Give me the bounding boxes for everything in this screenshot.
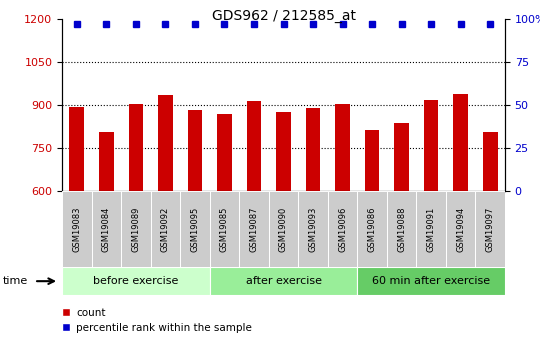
Text: GSM19087: GSM19087 bbox=[249, 207, 259, 252]
Text: GSM19092: GSM19092 bbox=[161, 207, 170, 252]
Bar bbox=[158, 95, 173, 191]
Text: GSM19090: GSM19090 bbox=[279, 207, 288, 252]
Bar bbox=[210, 267, 357, 295]
Legend: count, percentile rank within the sample: count, percentile rank within the sample bbox=[57, 304, 256, 337]
Bar bbox=[92, 191, 121, 267]
Bar bbox=[121, 191, 151, 267]
Bar bbox=[306, 108, 320, 191]
Bar bbox=[453, 94, 468, 191]
Text: GDS962 / 212585_at: GDS962 / 212585_at bbox=[212, 9, 355, 23]
Bar bbox=[394, 123, 409, 191]
Text: GSM19097: GSM19097 bbox=[485, 207, 495, 252]
Bar bbox=[187, 110, 202, 191]
Text: GSM19094: GSM19094 bbox=[456, 207, 465, 252]
Text: GSM19093: GSM19093 bbox=[308, 207, 318, 252]
Bar bbox=[62, 191, 92, 267]
Bar bbox=[70, 107, 84, 191]
Bar bbox=[424, 100, 438, 191]
Text: GSM19089: GSM19089 bbox=[131, 207, 140, 252]
Bar bbox=[357, 191, 387, 267]
Bar bbox=[364, 130, 380, 191]
Bar bbox=[357, 267, 505, 295]
Bar bbox=[217, 114, 232, 191]
Text: after exercise: after exercise bbox=[246, 276, 321, 286]
Bar bbox=[446, 191, 475, 267]
Bar bbox=[129, 104, 143, 191]
Bar bbox=[269, 191, 298, 267]
Text: 60 min after exercise: 60 min after exercise bbox=[372, 276, 490, 286]
Bar bbox=[387, 191, 416, 267]
Bar bbox=[328, 191, 357, 267]
Text: GSM19091: GSM19091 bbox=[427, 207, 436, 252]
Text: time: time bbox=[3, 276, 28, 286]
Text: GSM19096: GSM19096 bbox=[338, 207, 347, 252]
Bar bbox=[298, 191, 328, 267]
Text: GSM19083: GSM19083 bbox=[72, 207, 82, 252]
Bar bbox=[416, 191, 446, 267]
Bar bbox=[483, 132, 497, 191]
Bar bbox=[151, 191, 180, 267]
Bar bbox=[180, 191, 210, 267]
Bar bbox=[99, 132, 114, 191]
Text: GSM19086: GSM19086 bbox=[368, 207, 376, 252]
Bar bbox=[210, 191, 239, 267]
Text: GSM19085: GSM19085 bbox=[220, 207, 229, 252]
Bar bbox=[475, 191, 505, 267]
Bar bbox=[62, 267, 210, 295]
Bar bbox=[239, 191, 269, 267]
Text: GSM19095: GSM19095 bbox=[191, 207, 199, 252]
Text: before exercise: before exercise bbox=[93, 276, 179, 286]
Text: GSM19084: GSM19084 bbox=[102, 207, 111, 252]
Text: GSM19088: GSM19088 bbox=[397, 207, 406, 252]
Bar bbox=[335, 104, 350, 191]
Bar bbox=[276, 112, 291, 191]
Bar bbox=[247, 101, 261, 191]
